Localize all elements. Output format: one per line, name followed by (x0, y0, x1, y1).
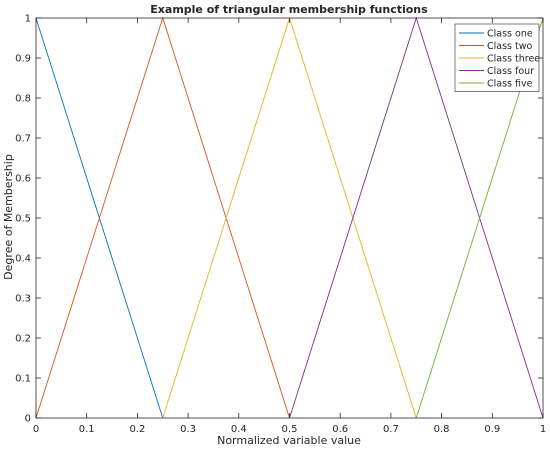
x-tick-label: 0.6 (332, 424, 348, 435)
legend-label-5: Class five (487, 78, 533, 89)
y-tick-label: 0 (25, 414, 31, 425)
x-tick-label: 0.9 (484, 424, 500, 435)
y-tick-label: 0.2 (15, 334, 31, 345)
x-tick-label: 0.1 (79, 424, 95, 435)
y-tick-label: 0.8 (15, 94, 31, 105)
x-tick-label: 0.2 (129, 424, 145, 435)
legend-label-1: Class one (487, 28, 533, 39)
legend-label-3: Class three (487, 53, 540, 64)
y-tick-label: 0.3 (15, 294, 31, 305)
chart-title: Example of triangular membership functio… (150, 3, 428, 16)
x-axis-label: Normalized variable value (217, 434, 361, 447)
series-line-3 (162, 16, 417, 419)
x-tick-label: 0.3 (180, 424, 196, 435)
x-tick-label: 0.8 (434, 424, 450, 435)
x-tick-label: 0 (33, 424, 39, 435)
x-tick-label: 0.7 (383, 424, 399, 435)
x-tick-label: 1 (540, 424, 546, 435)
x-tick-label: 0.5 (282, 424, 298, 435)
axis-ticks: 0 0.1 0.2 0.3 0.4 0.5 0.6 0.7 0.8 0.9 1 0 0.1 0.2 0.3 0… (15, 14, 546, 436)
x-tick-label: 0.4 (231, 424, 247, 435)
y-tick-label: 1 (25, 14, 31, 25)
y-tick-label: 0.7 (15, 134, 31, 145)
y-tick-label: 0.5 (15, 214, 31, 225)
legend-label-4: Class four (487, 66, 534, 77)
y-tick-label: 0.4 (15, 254, 31, 265)
y-axis-label: Degree of Membership (2, 154, 15, 280)
series-line-2 (35, 16, 290, 419)
y-tick-label: 0.6 (15, 174, 31, 185)
y-tick-label: 0.1 (15, 374, 31, 385)
legend-label-2: Class two (487, 41, 533, 52)
y-tick-label: 0.9 (15, 54, 31, 65)
